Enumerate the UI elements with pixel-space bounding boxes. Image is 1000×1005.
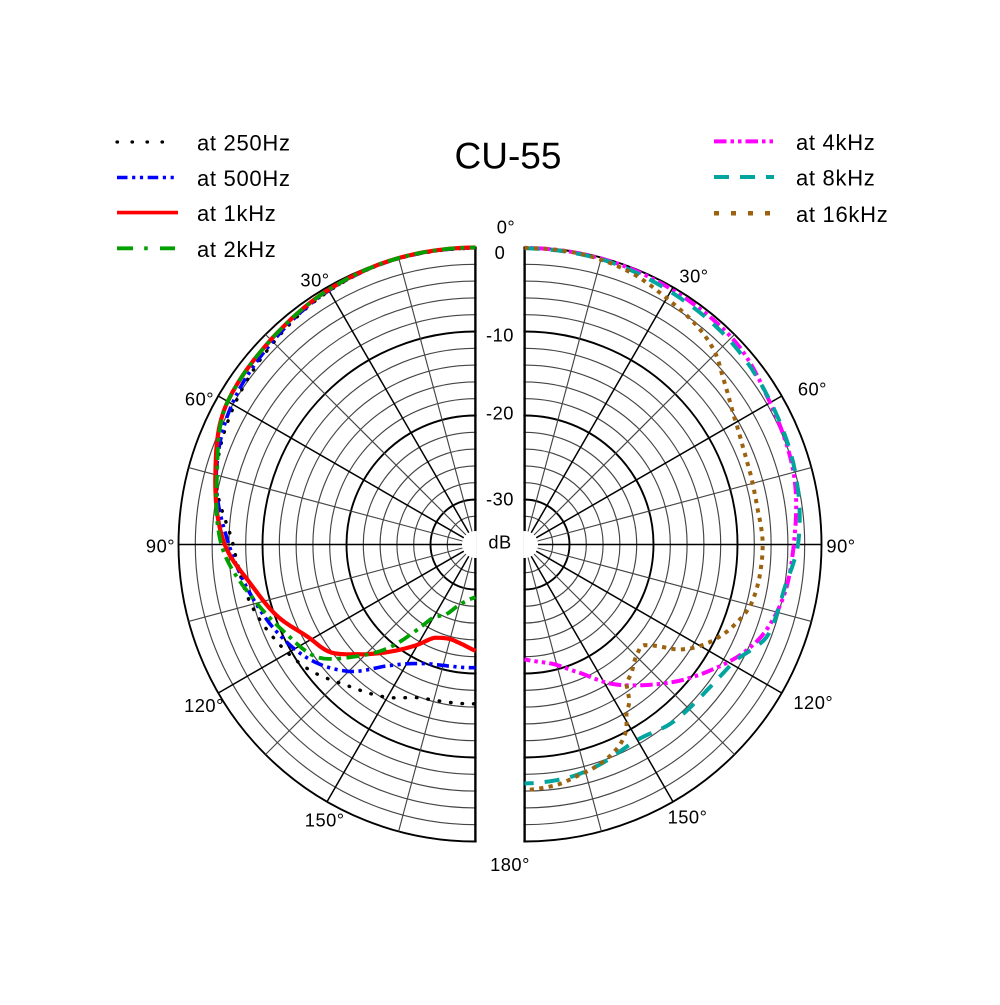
svg-text:60°: 60° <box>798 379 827 400</box>
svg-text:at 1kHz: at 1kHz <box>197 201 276 226</box>
svg-text:90°: 90° <box>826 536 855 557</box>
svg-text:at 250Hz: at 250Hz <box>197 131 291 156</box>
svg-text:0°: 0° <box>497 217 515 238</box>
svg-text:at 8kHz: at 8kHz <box>796 166 875 191</box>
svg-text:at 4kHz: at 4kHz <box>796 130 875 155</box>
svg-text:at 2kHz: at 2kHz <box>197 237 276 262</box>
svg-text:dB: dB <box>488 532 511 553</box>
svg-text:120°: 120° <box>793 692 833 713</box>
svg-text:60°: 60° <box>185 389 214 410</box>
svg-text:-10: -10 <box>486 325 514 346</box>
svg-text:0: 0 <box>495 242 506 263</box>
svg-text:150°: 150° <box>305 810 345 831</box>
svg-text:at 16kHz: at 16kHz <box>796 202 888 227</box>
svg-text:30°: 30° <box>300 270 329 291</box>
svg-text:150°: 150° <box>668 807 708 828</box>
svg-text:30°: 30° <box>679 266 708 287</box>
svg-text:at 500Hz: at 500Hz <box>197 166 291 191</box>
svg-text:120°: 120° <box>184 695 224 716</box>
svg-text:180°: 180° <box>490 854 530 875</box>
svg-text:CU-55: CU-55 <box>455 136 562 177</box>
svg-text:-30: -30 <box>486 489 514 510</box>
svg-text:-20: -20 <box>486 403 514 424</box>
svg-text:90°: 90° <box>146 536 175 557</box>
